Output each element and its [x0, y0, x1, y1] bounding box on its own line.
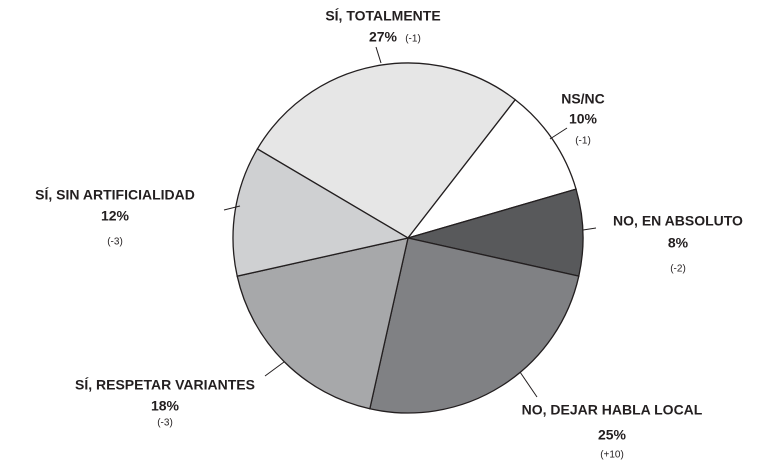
leader-line: [264, 361, 285, 377]
value-label: 12%: [101, 208, 130, 224]
pie-slice: [369, 237, 580, 414]
value-label: 18%: [151, 398, 180, 414]
value-label: 25%: [598, 427, 627, 443]
change-label: (-1): [405, 34, 421, 45]
value-label: 27%: [369, 29, 398, 45]
value-label: 8%: [668, 235, 689, 251]
change-label: (-3): [107, 237, 123, 248]
slice-label: NO, DEJAR HABLA LOCAL: [522, 402, 703, 418]
pie-slice: [406, 98, 577, 240]
slice-label: SÍ, SIN ARTIFICIALIDAD: [35, 187, 195, 203]
slice-label: NO, EN ABSOLUTO: [613, 213, 743, 229]
leader-line: [519, 371, 538, 398]
slice-label: SÍ, TOTALMENTE: [325, 8, 440, 24]
slice-label: SÍ, RESPETAR VARIANTES: [75, 377, 255, 393]
pie-slice: [236, 237, 409, 410]
slice-label: NS/NC: [561, 91, 605, 107]
change-label: (+10): [600, 450, 624, 461]
leader-line: [375, 46, 382, 64]
leader-line: [549, 127, 568, 140]
change-label: (-3): [157, 418, 173, 429]
change-label: (-1): [575, 136, 591, 147]
value-label: 10%: [569, 111, 598, 127]
leader-line: [223, 205, 241, 211]
pie-slice: [256, 62, 517, 239]
leader-line: [582, 227, 597, 231]
change-label: (-2): [670, 264, 686, 275]
pie-slice: [232, 148, 410, 277]
